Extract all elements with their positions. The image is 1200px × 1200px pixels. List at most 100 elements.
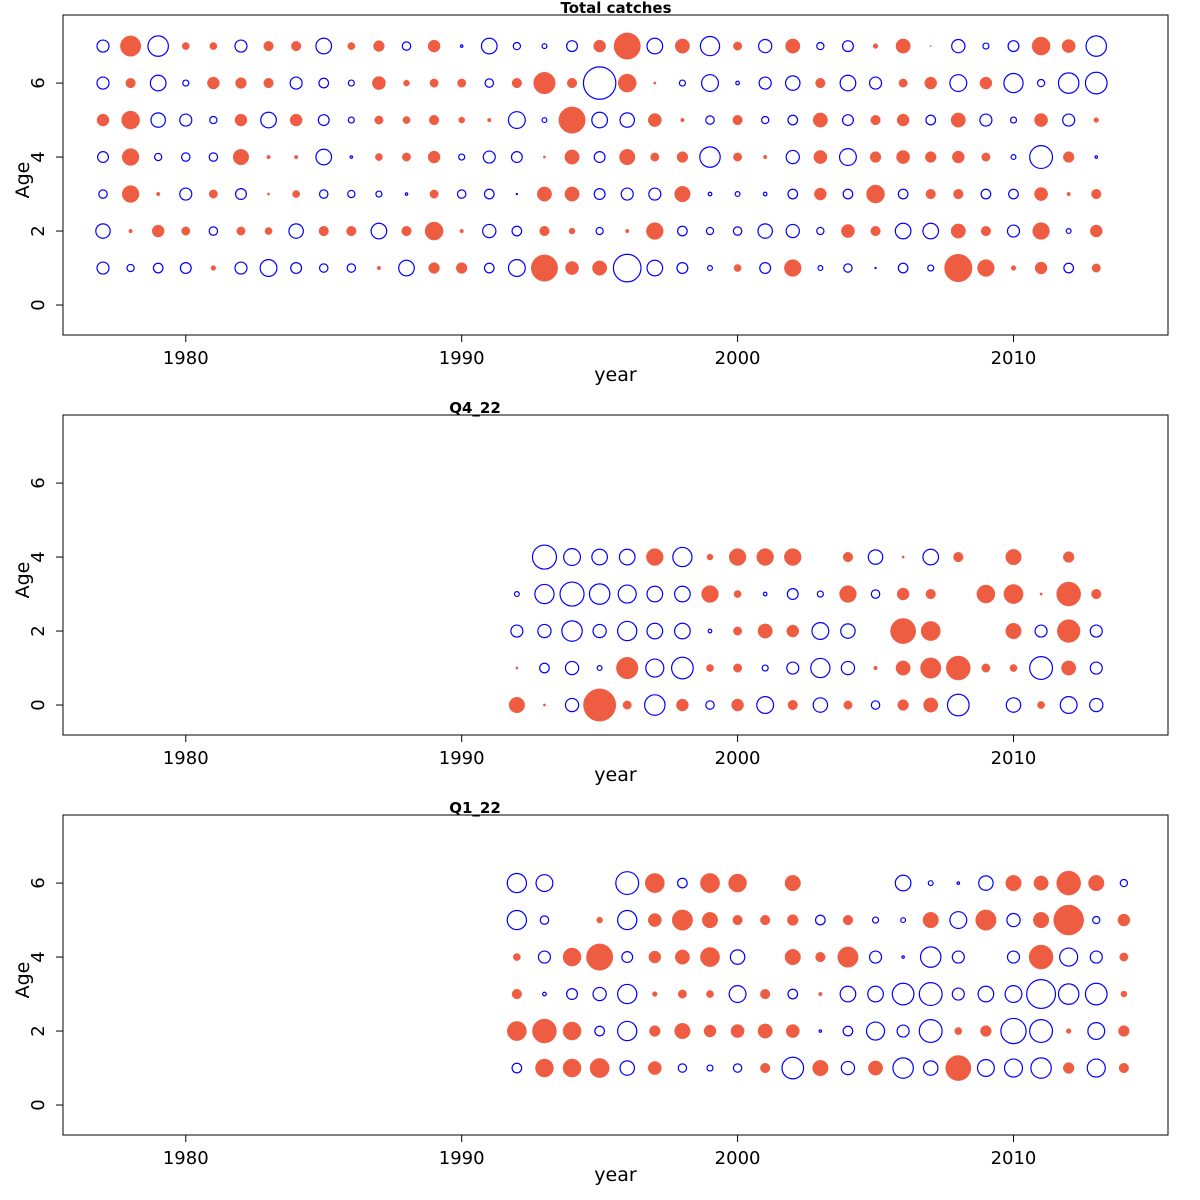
bubble bbox=[1119, 878, 1129, 888]
bubble bbox=[290, 262, 303, 275]
bubble bbox=[925, 589, 936, 600]
bubble bbox=[951, 38, 966, 54]
bubble bbox=[706, 1064, 714, 1072]
bubble bbox=[647, 1061, 662, 1075]
bubble bbox=[1089, 624, 1103, 638]
bubble bbox=[760, 915, 771, 926]
bubble bbox=[1006, 950, 1021, 964]
bubble bbox=[786, 588, 799, 601]
bubble bbox=[732, 915, 743, 926]
bubble bbox=[1032, 222, 1050, 240]
bubble bbox=[868, 950, 883, 964]
bubble bbox=[1063, 262, 1075, 274]
bubble bbox=[121, 148, 140, 166]
bubble bbox=[289, 113, 303, 127]
bubble bbox=[1061, 39, 1076, 53]
bubble bbox=[897, 262, 909, 274]
bubble bbox=[979, 113, 993, 127]
bubble bbox=[583, 688, 617, 722]
x-tick-label: 2010 bbox=[991, 1148, 1037, 1169]
bubble bbox=[1066, 192, 1071, 197]
bubble bbox=[1063, 551, 1075, 563]
bubble bbox=[1088, 875, 1105, 892]
bubble bbox=[208, 226, 219, 236]
bubble bbox=[563, 548, 582, 567]
bubble bbox=[181, 226, 191, 236]
bubble bbox=[564, 186, 580, 202]
bubble bbox=[541, 117, 548, 124]
bubble bbox=[812, 1059, 829, 1077]
bubble bbox=[1056, 581, 1081, 607]
bubble bbox=[428, 262, 440, 274]
bubble bbox=[402, 152, 411, 162]
bubble bbox=[894, 222, 912, 240]
bubble bbox=[595, 226, 604, 236]
bubble bbox=[733, 590, 742, 598]
bubble bbox=[564, 149, 580, 165]
bubble bbox=[292, 190, 300, 198]
bubble bbox=[812, 697, 829, 713]
bubble bbox=[121, 185, 140, 203]
bubble bbox=[1005, 875, 1022, 892]
bubble bbox=[208, 189, 218, 199]
y-tick-label: 0 bbox=[28, 699, 49, 710]
bubble bbox=[1034, 624, 1048, 638]
bubble bbox=[732, 1063, 743, 1073]
bubble bbox=[515, 192, 519, 196]
bubble bbox=[1057, 72, 1080, 94]
bubble bbox=[564, 697, 580, 713]
bubble bbox=[615, 871, 640, 896]
y-tick-label: 0 bbox=[28, 299, 49, 310]
bubble bbox=[1059, 696, 1078, 715]
bubble bbox=[1119, 952, 1129, 962]
x-tick-label: 2000 bbox=[715, 1148, 761, 1169]
x-tick-label: 2010 bbox=[991, 348, 1037, 369]
bubble bbox=[125, 78, 136, 89]
bubble bbox=[840, 623, 856, 639]
bubble bbox=[869, 151, 882, 163]
bubble bbox=[1029, 145, 1054, 170]
bubble bbox=[646, 548, 664, 566]
bubble bbox=[1089, 950, 1103, 964]
bubble bbox=[513, 591, 520, 598]
bubble bbox=[922, 1060, 939, 1076]
bubble bbox=[427, 39, 441, 53]
y-tick-label: 6 bbox=[28, 877, 49, 888]
bubble bbox=[152, 262, 164, 274]
bubble bbox=[699, 146, 721, 168]
bubble bbox=[1006, 912, 1021, 928]
bubble bbox=[867, 549, 884, 565]
bubble bbox=[121, 110, 140, 130]
bubble bbox=[644, 873, 665, 893]
bubble bbox=[483, 188, 495, 200]
panel-title: Total catches bbox=[560, 0, 671, 17]
bubble bbox=[728, 873, 747, 893]
bubble bbox=[837, 946, 859, 968]
bubble bbox=[784, 75, 801, 91]
bubble bbox=[533, 72, 556, 95]
bubble bbox=[1039, 592, 1043, 596]
x-tick-label: 1980 bbox=[163, 748, 209, 769]
bubble bbox=[181, 42, 190, 50]
bubble bbox=[543, 155, 546, 159]
bubble bbox=[812, 112, 828, 128]
bubble bbox=[236, 226, 246, 236]
bubble bbox=[1056, 870, 1081, 896]
bubble bbox=[594, 1025, 606, 1037]
bubble bbox=[896, 150, 910, 164]
bubble bbox=[762, 191, 768, 197]
bubble bbox=[759, 262, 772, 275]
bubble bbox=[1009, 116, 1018, 124]
bubble bbox=[263, 41, 274, 52]
bubble bbox=[815, 78, 826, 89]
bubble bbox=[870, 225, 881, 237]
bubble bbox=[565, 261, 579, 275]
bubble bbox=[927, 264, 935, 272]
bubble bbox=[593, 151, 606, 164]
bubble bbox=[952, 150, 965, 164]
bubble bbox=[375, 153, 383, 161]
bubble bbox=[946, 693, 970, 717]
bubble bbox=[646, 622, 664, 640]
bubble bbox=[531, 254, 558, 282]
bubble bbox=[510, 624, 524, 638]
